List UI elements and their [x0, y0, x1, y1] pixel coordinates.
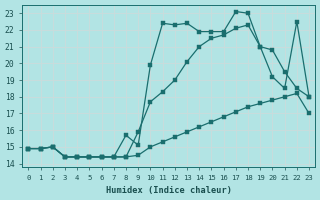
- X-axis label: Humidex (Indice chaleur): Humidex (Indice chaleur): [106, 186, 232, 195]
